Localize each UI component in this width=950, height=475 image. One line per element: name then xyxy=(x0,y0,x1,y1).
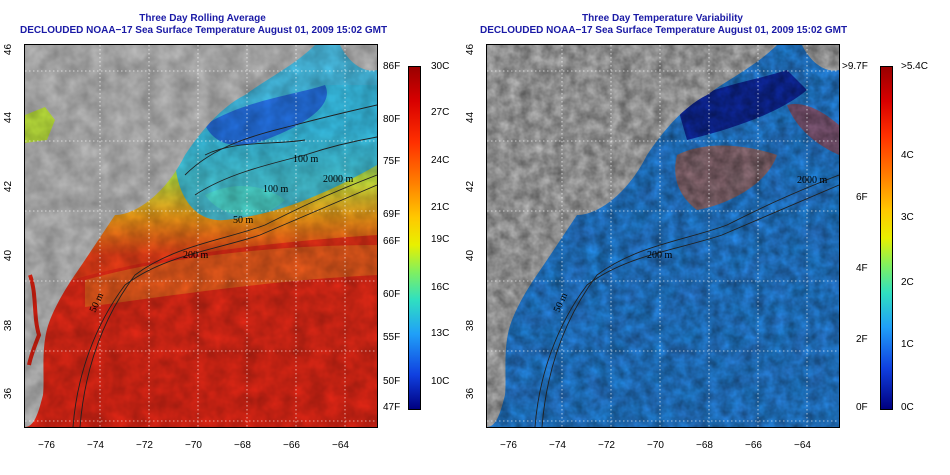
right-y-tick: 42 xyxy=(465,180,477,193)
left-cb-f-label: 86F xyxy=(383,61,401,72)
right-y-tick: 46 xyxy=(465,43,477,56)
left-x-tick: −64 xyxy=(332,440,349,451)
left-cb-f-label: 47F xyxy=(383,402,401,413)
left-cb-c-label: 19C xyxy=(431,234,450,245)
right-y-tick: 44 xyxy=(465,111,477,124)
right-title-line2: DECLOUDED NOAA−17 Sea Surface Temperatur… xyxy=(480,25,848,36)
left-sst-map: 100 m 100 m 2000 m 50 m 200 m 50 m xyxy=(24,44,378,428)
left-cb-c-label: 16C xyxy=(431,282,450,293)
right-x-tick: −76 xyxy=(500,440,517,451)
left-cb-f-label: 50F xyxy=(383,376,401,387)
left-title-line1: Three Day Rolling Average xyxy=(139,13,266,24)
left-contour-label: 100 m xyxy=(263,184,289,195)
right-x-tick: −72 xyxy=(598,440,615,451)
left-x-tick: −66 xyxy=(283,440,300,451)
left-cb-c-label: 21C xyxy=(431,202,450,213)
right-x-tick: −70 xyxy=(647,440,664,451)
left-contour-label: 100 m xyxy=(293,154,319,165)
left-cb-f-label: 69F xyxy=(383,209,401,220)
left-cb-f-label: 55F xyxy=(383,332,401,343)
left-x-tick: −68 xyxy=(234,440,251,451)
left-y-tick: 36 xyxy=(3,387,15,400)
left-contour-label: 200 m xyxy=(183,250,209,261)
right-x-tick: −74 xyxy=(549,440,566,451)
right-colorbar xyxy=(880,66,893,410)
left-cb-c-label: 13C xyxy=(431,328,450,339)
right-cb-c-label: 4C xyxy=(901,150,914,161)
left-cb-f-label: 75F xyxy=(383,156,401,167)
left-cb-f-label: 66F xyxy=(383,236,401,247)
right-cb-c-label: 2C xyxy=(901,277,914,288)
left-y-tick: 40 xyxy=(3,249,15,262)
right-cb-f-label: 0F xyxy=(856,402,868,413)
right-cb-f-label: >9.7F xyxy=(842,61,868,72)
left-y-tick: 38 xyxy=(3,319,15,332)
left-cb-f-label: 60F xyxy=(383,289,401,300)
right-variability-map: 2000 m 200 m 50 m xyxy=(486,44,840,428)
right-cb-f-label: 4F xyxy=(856,263,868,274)
left-cb-c-label: 24C xyxy=(431,155,450,166)
right-y-tick: 40 xyxy=(465,249,477,262)
left-contour-label: 50 m xyxy=(233,215,254,226)
right-cb-f-label: 2F xyxy=(856,334,868,345)
left-x-tick: −74 xyxy=(87,440,104,451)
right-title-line1: Three Day Temperature Variability xyxy=(582,13,743,24)
left-y-tick: 46 xyxy=(3,43,15,56)
left-colorbar xyxy=(408,66,421,410)
right-cb-c-label: 0C xyxy=(901,402,914,413)
left-x-tick: −72 xyxy=(136,440,153,451)
right-contour-label: 200 m xyxy=(647,250,673,261)
left-y-tick: 44 xyxy=(3,111,15,124)
left-title-line2: DECLOUDED NOAA−17 Sea Surface Temperatur… xyxy=(20,25,388,36)
left-contour-label: 2000 m xyxy=(323,174,354,185)
right-cb-f-label: 6F xyxy=(856,192,868,203)
left-cb-c-label: 30C xyxy=(431,61,450,72)
left-x-tick: −76 xyxy=(38,440,55,451)
left-cb-c-label: 10C xyxy=(431,376,450,387)
right-y-tick: 38 xyxy=(465,319,477,332)
right-cb-c-label: 1C xyxy=(901,339,914,350)
left-x-tick: −70 xyxy=(185,440,202,451)
left-y-tick: 42 xyxy=(3,180,15,193)
right-y-tick: 36 xyxy=(465,387,477,400)
right-x-tick: −64 xyxy=(794,440,811,451)
left-cb-f-label: 80F xyxy=(383,114,401,125)
right-x-tick: −68 xyxy=(696,440,713,451)
left-cb-c-label: 27C xyxy=(431,107,450,118)
right-cb-c-label: 3C xyxy=(901,212,914,223)
right-cb-c-label: >5.4C xyxy=(901,61,928,72)
right-x-tick: −66 xyxy=(745,440,762,451)
right-contour-label: 2000 m xyxy=(797,175,828,186)
